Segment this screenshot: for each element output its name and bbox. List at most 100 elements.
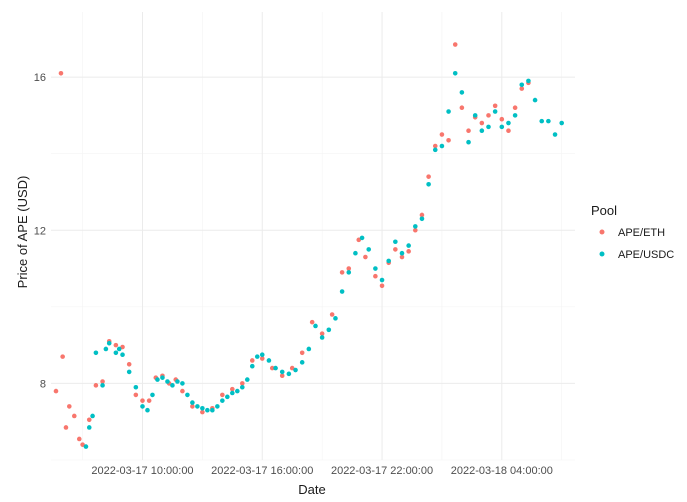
- legend-label: APE/ETH: [618, 227, 665, 239]
- data-point: [190, 400, 195, 405]
- data-point: [446, 137, 451, 143]
- data-point: [346, 270, 352, 275]
- data-point: [479, 128, 485, 134]
- data-point: [113, 350, 119, 356]
- data-point: [279, 369, 285, 375]
- data-point: [356, 237, 362, 243]
- data-points: [53, 42, 564, 449]
- data-point: [200, 409, 205, 415]
- data-point: [499, 116, 505, 122]
- data-point: [120, 344, 125, 350]
- data-point: [249, 363, 255, 369]
- data-point: [155, 377, 160, 382]
- data-point: [472, 113, 478, 118]
- legend-key: [599, 251, 605, 257]
- data-point: [145, 407, 150, 413]
- data-point: [150, 392, 155, 398]
- data-point: [452, 70, 458, 76]
- data-point: [393, 239, 398, 245]
- data-point: [244, 377, 250, 382]
- legend-key: [599, 229, 605, 235]
- y-axis-title: Price of APE (USD): [15, 176, 30, 289]
- data-point: [215, 404, 220, 409]
- data-point: [512, 105, 518, 111]
- data-point: [165, 379, 170, 384]
- data-point: [499, 124, 505, 130]
- data-point: [86, 425, 92, 430]
- x-tick-label: 2022-03-18 04:00:00: [451, 465, 553, 477]
- data-point: [519, 86, 525, 91]
- data-point: [452, 42, 458, 47]
- data-point: [254, 354, 260, 359]
- data-point: [359, 235, 365, 241]
- series-ape-eth: [53, 42, 531, 447]
- data-point: [446, 109, 451, 114]
- data-point: [393, 247, 398, 252]
- data-point: [100, 379, 105, 384]
- data-point: [66, 404, 72, 409]
- data-point: [459, 105, 465, 111]
- data-point: [313, 323, 318, 329]
- data-point: [240, 384, 245, 390]
- data-point: [413, 227, 418, 233]
- data-point: [220, 392, 225, 398]
- data-point: [53, 388, 59, 394]
- data-point: [399, 250, 405, 256]
- data-point: [299, 350, 305, 356]
- data-point: [379, 283, 385, 289]
- data-point: [552, 132, 558, 137]
- data-point: [200, 406, 205, 411]
- data-point: [346, 266, 352, 271]
- data-point: [60, 354, 65, 359]
- data-point: [559, 120, 564, 126]
- data-point: [379, 277, 385, 283]
- y-axis-ticks: 8 12 16: [34, 72, 46, 390]
- data-point: [413, 224, 418, 229]
- data-point: [83, 444, 89, 449]
- data-point: [93, 350, 99, 356]
- data-point: [426, 174, 431, 179]
- data-point: [439, 132, 445, 137]
- data-point: [266, 358, 272, 363]
- data-point: [532, 97, 538, 103]
- y-tick-label: 16: [34, 72, 46, 84]
- data-point: [71, 413, 77, 419]
- x-tick-label: 2022-03-17 22:00:00: [331, 465, 433, 477]
- data-point: [299, 360, 305, 365]
- data-point: [399, 254, 405, 260]
- data-point: [432, 147, 438, 153]
- data-point: [329, 312, 335, 317]
- x-axis-title: Date: [298, 482, 325, 497]
- minor-gridlines: [51, 12, 575, 461]
- data-point: [406, 243, 411, 248]
- x-tick-label: 2022-03-17 10:00:00: [91, 465, 193, 477]
- data-point: [293, 367, 298, 373]
- data-point: [180, 388, 185, 394]
- data-point: [366, 247, 372, 252]
- data-point: [386, 258, 391, 264]
- data-point: [339, 270, 345, 275]
- data-point: [339, 289, 345, 294]
- data-point: [76, 436, 82, 442]
- data-point: [113, 342, 119, 348]
- x-axis-ticks: 2022-03-17 10:00:00 2022-03-17 16:00:00 20…: [91, 465, 552, 477]
- data-point: [406, 249, 411, 254]
- data-point: [506, 120, 511, 126]
- data-point: [140, 404, 145, 409]
- data-point: [326, 327, 332, 333]
- data-point: [116, 346, 122, 352]
- data-point: [146, 398, 152, 403]
- data-point: [539, 118, 545, 124]
- data-point: [100, 383, 105, 388]
- data-point: [185, 392, 190, 398]
- data-point: [103, 346, 109, 352]
- data-point: [106, 340, 112, 346]
- data-point: [279, 373, 285, 379]
- data-point: [419, 216, 425, 222]
- data-point: [519, 82, 525, 88]
- legend-items: APE/ETH APE/USDC: [599, 227, 674, 261]
- data-point: [426, 182, 431, 187]
- data-point: [140, 398, 145, 403]
- data-point: [466, 128, 471, 134]
